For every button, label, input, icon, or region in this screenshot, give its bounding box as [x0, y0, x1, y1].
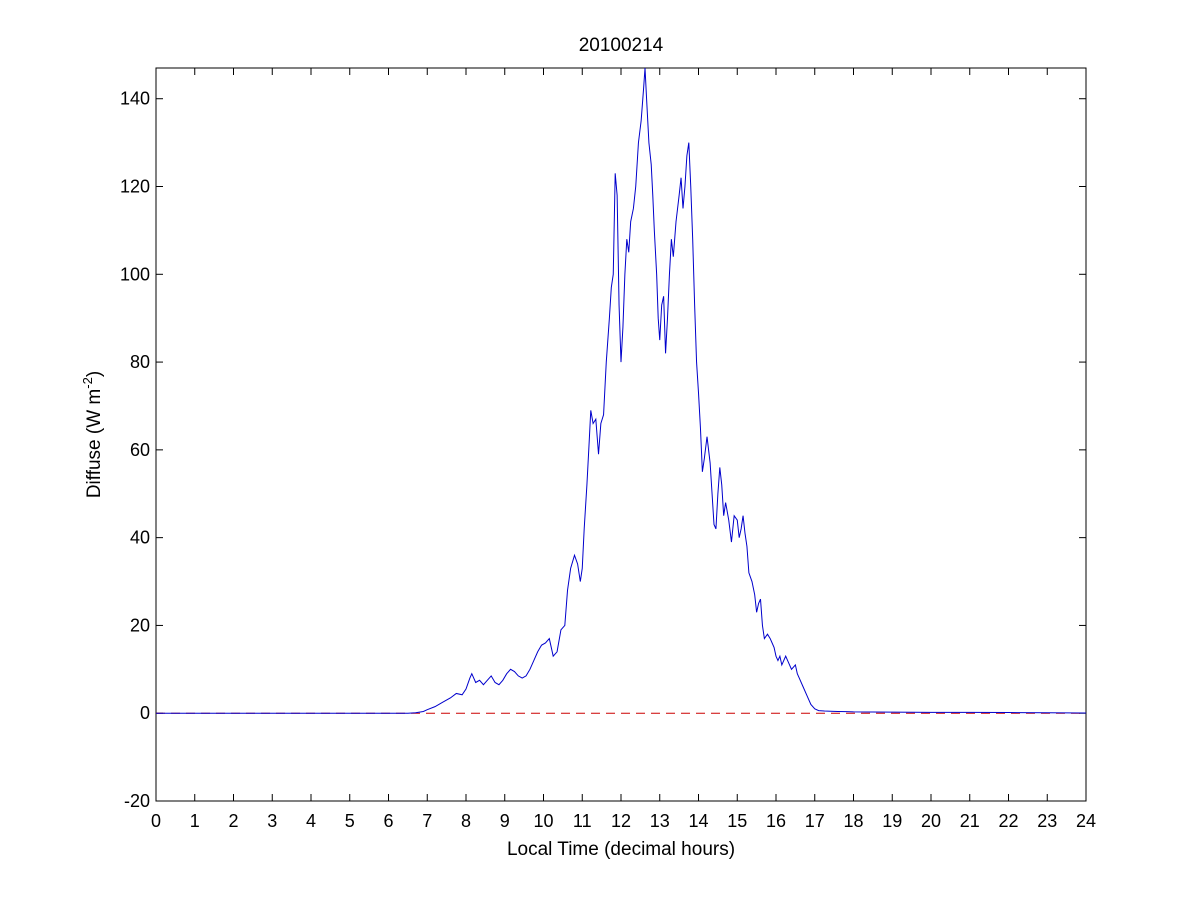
x-tick-labels: 0 1 2 3 4 5 6 7 8 9 10 11 12 13 14 15 16 17 18 19 20 21 22 23 24	[151, 811, 1096, 831]
x-tick-label: 0	[151, 811, 161, 831]
y-tick-label: 40	[130, 528, 150, 548]
x-tick-label: 9	[500, 811, 510, 831]
x-axis-label: Local Time (decimal hours)	[507, 839, 735, 860]
y-axis-label: Diffuse (W m-2)	[80, 371, 105, 498]
x-tick-label: 23	[1037, 811, 1057, 831]
x-tick-label: 2	[228, 811, 238, 831]
x-tick-label: 14	[688, 811, 708, 831]
y-tick-label: 100	[120, 264, 150, 284]
x-tick-label: 5	[345, 811, 355, 831]
y-tick-label: 20	[130, 615, 150, 635]
x-tick-label: 10	[533, 811, 553, 831]
x-tick-label: 16	[766, 811, 786, 831]
x-tick-label: 4	[306, 811, 316, 831]
y-tick-label: 120	[120, 177, 150, 197]
x-tick-label: 13	[650, 811, 670, 831]
y-axis-label-superscript: -2	[80, 377, 95, 389]
x-tick-label: 18	[843, 811, 863, 831]
x-tick-label: 17	[805, 811, 825, 831]
y-axis-label-suffix: )	[84, 371, 105, 377]
y-tick-label: 140	[120, 89, 150, 109]
chart-title: 20100214	[579, 35, 664, 56]
series-layer	[156, 67, 1087, 714]
x-tick-label: 22	[998, 811, 1018, 831]
x-tick-label: 15	[727, 811, 747, 831]
x-tick-label: 11	[573, 811, 592, 831]
y-axis-label-prefix: Diffuse (W m	[84, 389, 105, 498]
y-tick-label: 0	[140, 703, 150, 723]
y-tick-label: 60	[130, 440, 150, 460]
y-tick-label: 80	[130, 352, 150, 372]
x-tick-label: 1	[190, 811, 200, 831]
x-tick-label: 8	[461, 811, 471, 831]
axis-ticks	[155, 68, 1087, 802]
x-tick-label: 21	[960, 811, 980, 831]
y-tick-label: -20	[124, 791, 150, 811]
x-tick-label: 19	[882, 811, 902, 831]
x-tick-label: 12	[611, 811, 631, 831]
x-tick-label: 7	[422, 811, 432, 831]
x-tick-label: 6	[383, 811, 393, 831]
diffuse-series-line	[156, 67, 1087, 714]
x-tick-label: 24	[1076, 811, 1096, 831]
y-tick-labels: -20 0 20 40 60 80 100 120 140	[120, 89, 150, 811]
x-tick-label: 20	[921, 811, 941, 831]
plot-area	[155, 67, 1087, 802]
x-tick-label: 3	[267, 811, 277, 831]
